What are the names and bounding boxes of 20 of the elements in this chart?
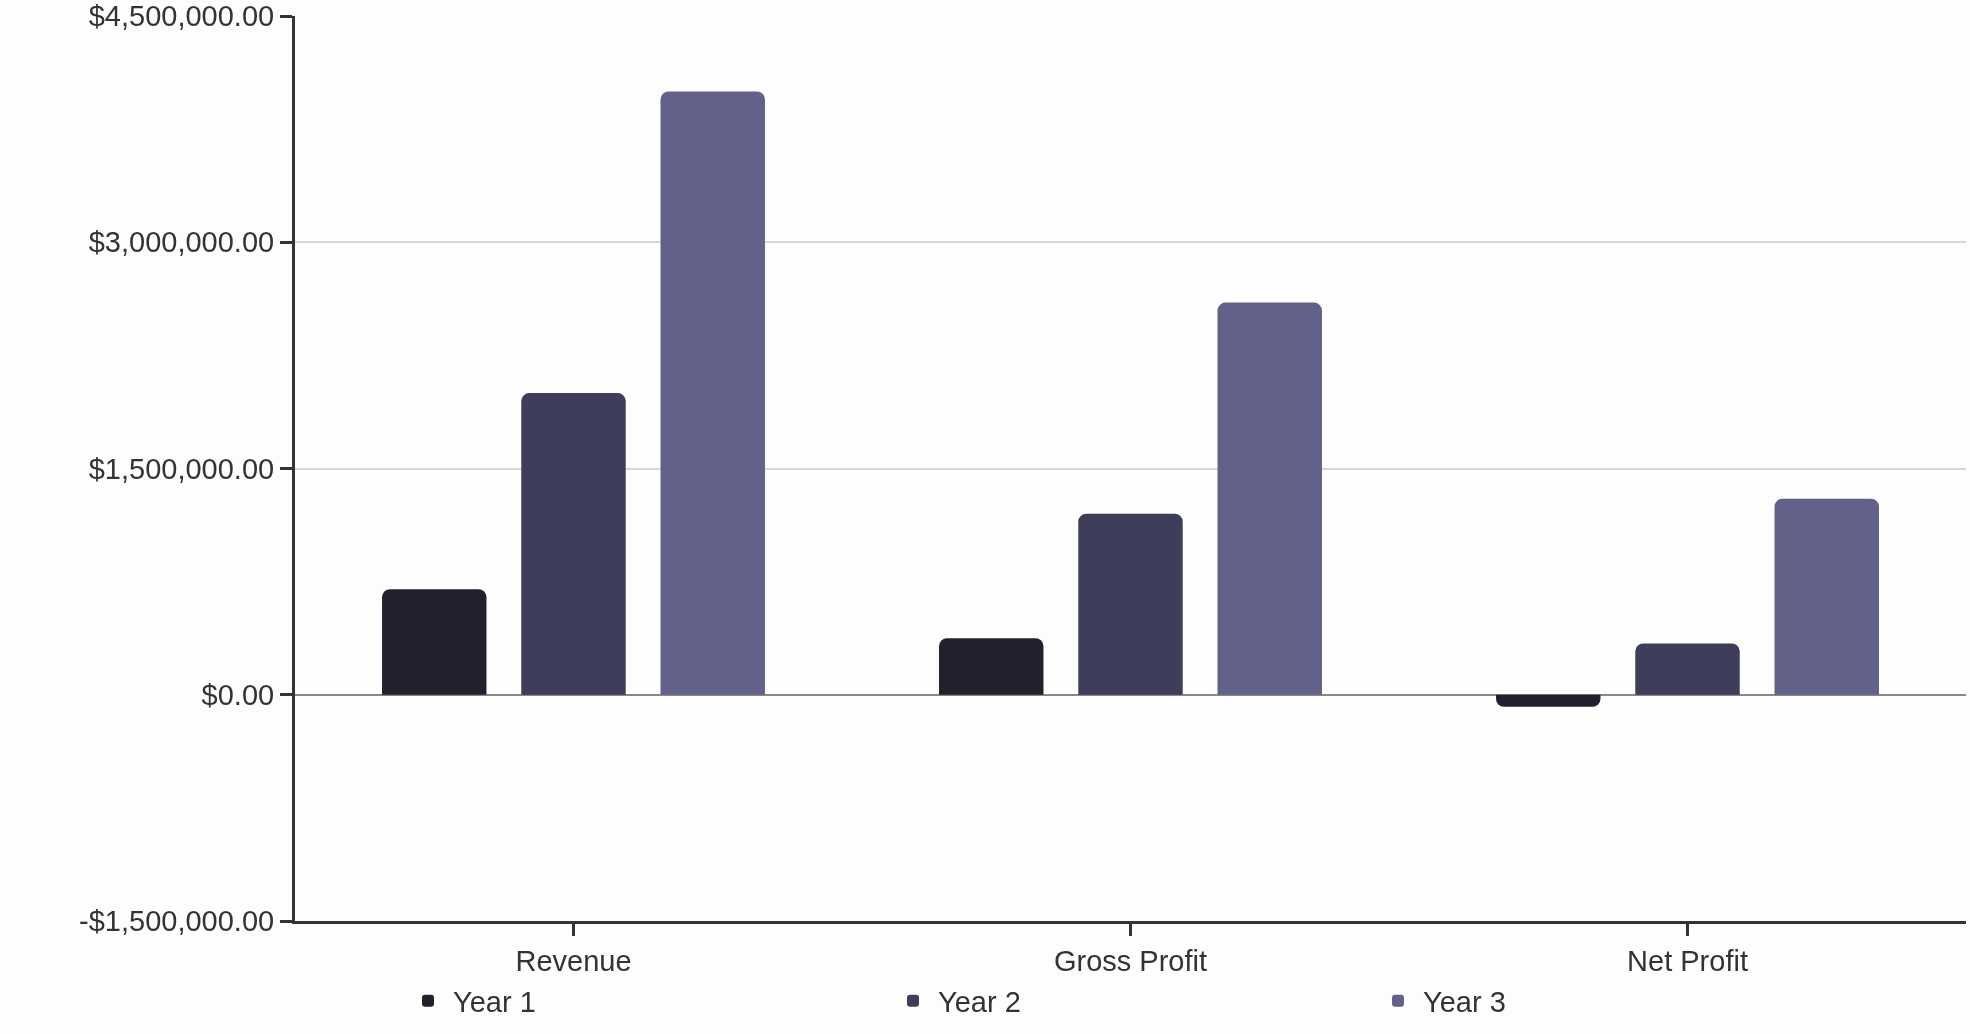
- bar: [939, 638, 1044, 695]
- bar: [1635, 643, 1740, 695]
- bar: [1496, 694, 1601, 707]
- legend-label: Year 2: [938, 985, 1021, 1018]
- y-tick-label: $1,500,000.00: [88, 452, 275, 485]
- x-tick-label: Gross Profit: [1053, 944, 1208, 977]
- x-tick-label: Net Profit: [1627, 944, 1748, 977]
- bar: [382, 589, 487, 695]
- bar: [1774, 498, 1879, 695]
- bar: [521, 393, 626, 695]
- legend-label: Year 1: [453, 985, 536, 1018]
- x-tick-label: Revenue: [515, 944, 632, 977]
- y-tick-label: $0.00: [201, 678, 275, 711]
- y-tick-label: $3,000,000.00: [88, 226, 275, 259]
- legend-label: Year 3: [1423, 985, 1506, 1018]
- y-tick-label: $4,500,000.00: [88, 0, 275, 33]
- bar: [1078, 513, 1183, 695]
- y-tick-label: -$1,500,000.00: [79, 905, 275, 938]
- bar: [660, 91, 765, 695]
- bar: [1217, 302, 1322, 695]
